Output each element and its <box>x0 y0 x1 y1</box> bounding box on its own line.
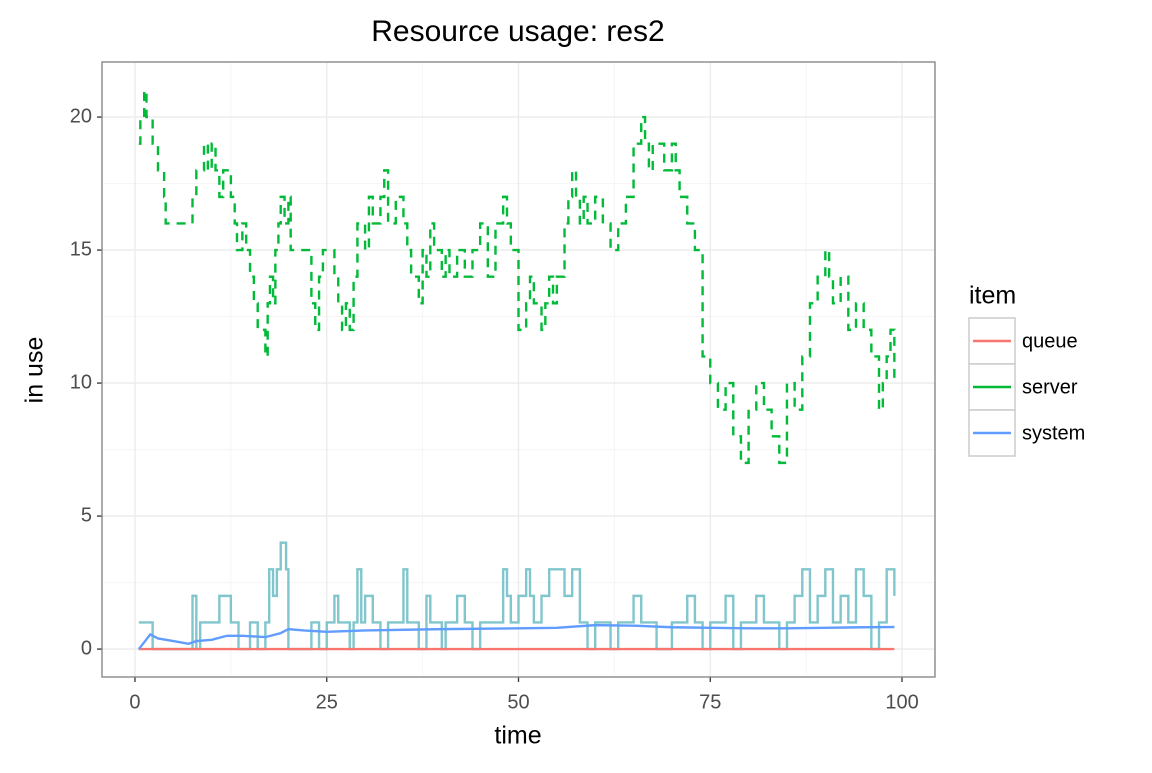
y-tick-label: 10 <box>70 371 92 393</box>
legend-label: queue <box>1022 330 1078 352</box>
chart-title: Resource usage: res2 <box>371 15 665 48</box>
plot-border <box>101 61 936 678</box>
x-tick-label: 75 <box>699 691 721 713</box>
x-tick-label: 100 <box>885 691 918 713</box>
y-tick-label: 5 <box>81 504 92 526</box>
x-tick-label: 25 <box>316 691 338 713</box>
y-tick-label: 0 <box>81 637 92 659</box>
x-axis-label: time <box>494 722 541 750</box>
y-tick-label: 15 <box>70 238 92 260</box>
y-tick-label: 20 <box>70 105 92 127</box>
legend-title: item <box>969 282 1016 310</box>
series-line <box>138 89 896 465</box>
series-line <box>138 541 896 651</box>
x-tick-label: 0 <box>129 691 140 713</box>
legend-label: server <box>1022 376 1078 398</box>
series-line <box>137 623 895 650</box>
legend-label: system <box>1022 422 1085 444</box>
y-axis-label: in use <box>21 337 49 404</box>
x-tick-label: 50 <box>507 691 529 713</box>
